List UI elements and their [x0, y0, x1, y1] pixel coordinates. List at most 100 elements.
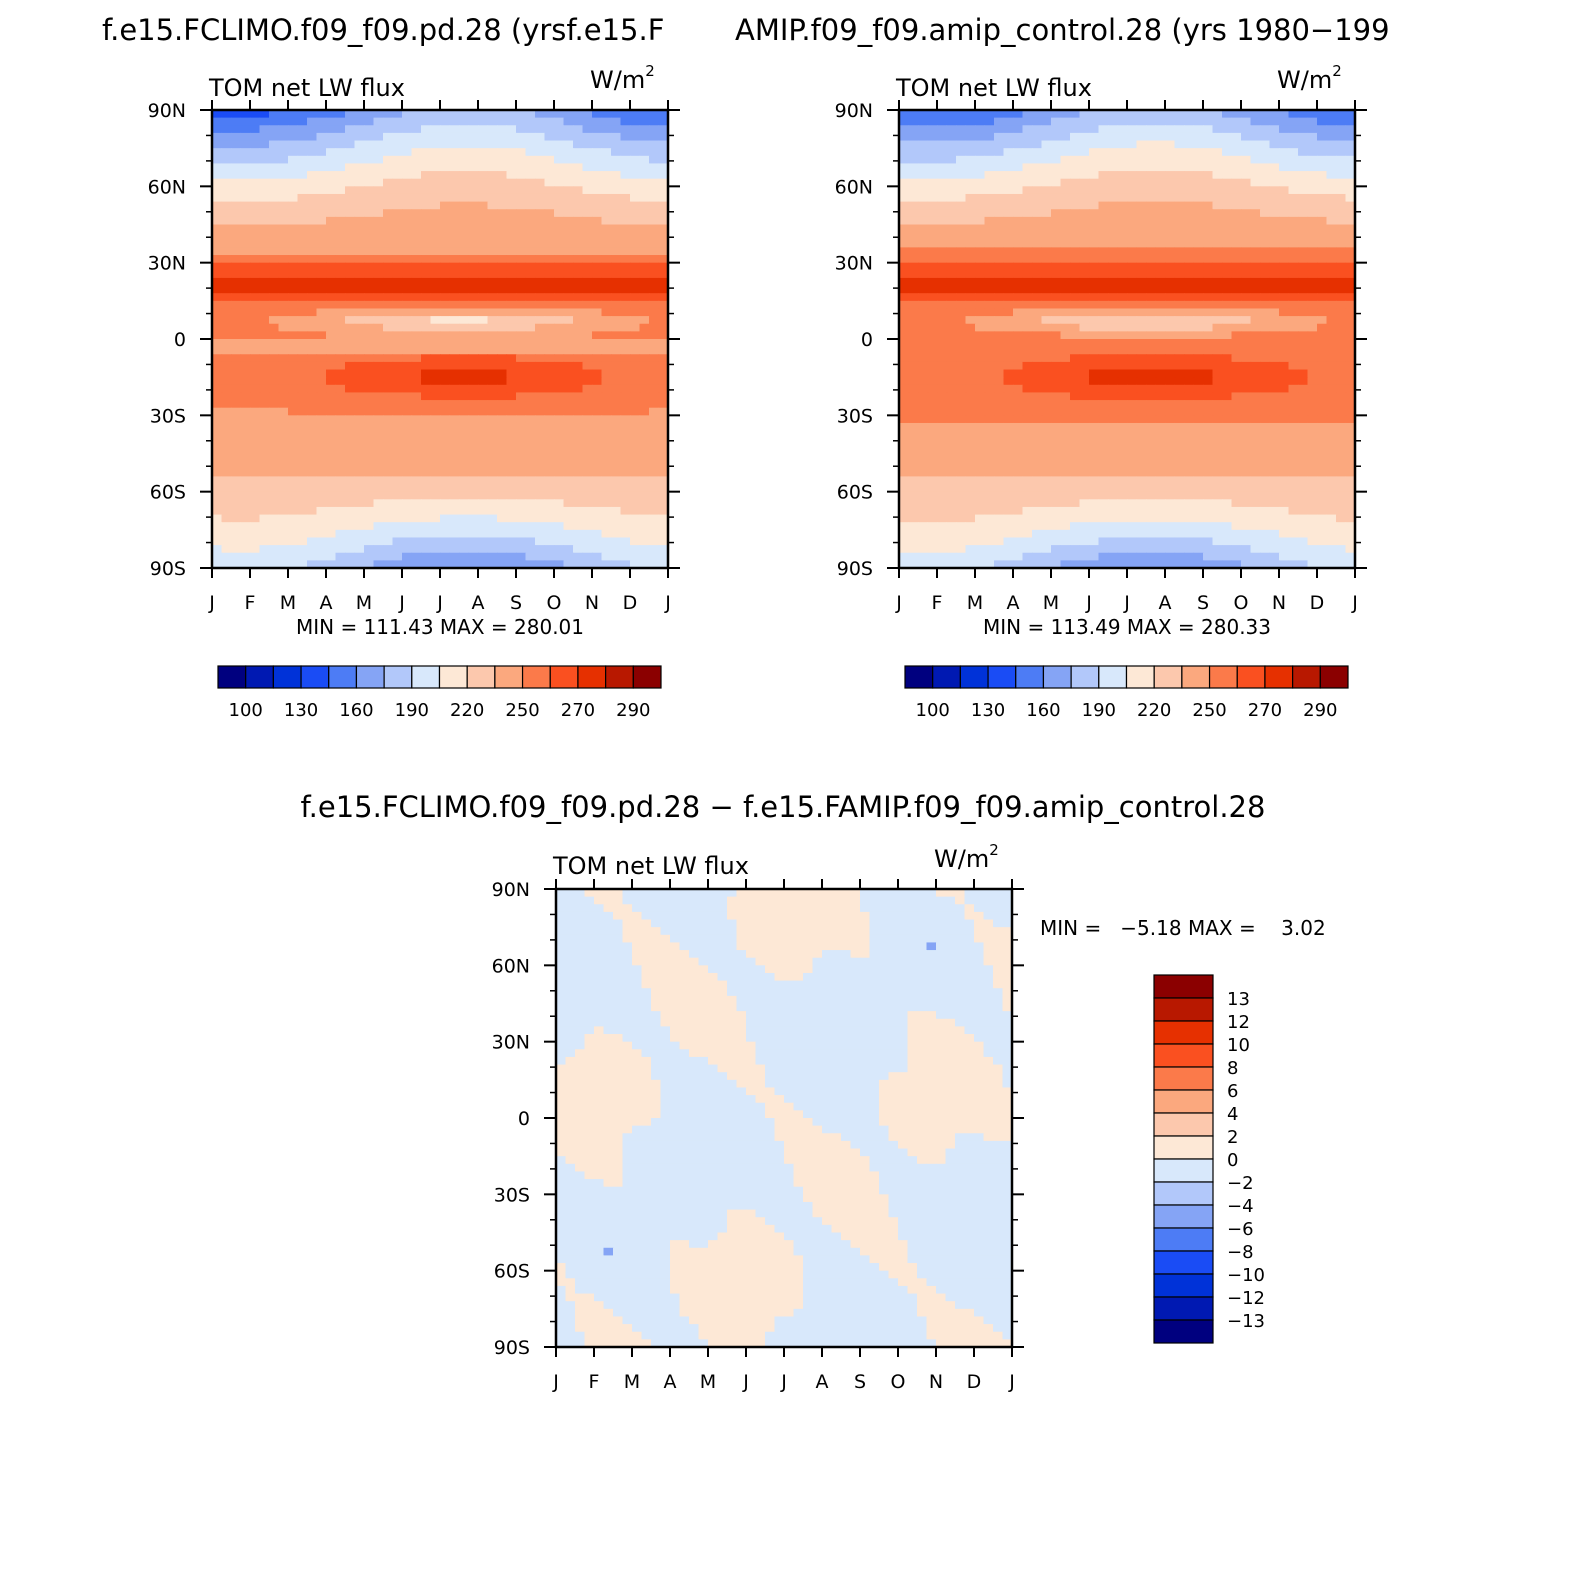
contour-cell: [240, 422, 251, 432]
contour-cell: [582, 308, 593, 317]
contour-cell: [649, 560, 660, 569]
contour-cell: [563, 522, 574, 531]
contour-cell: [307, 422, 318, 432]
contour-cell: [1212, 209, 1223, 218]
contour-cell: [918, 125, 929, 134]
contour-cell: [478, 377, 489, 386]
contour-cell: [649, 171, 660, 180]
contour-cell: [373, 262, 384, 271]
contour-cell: [1260, 354, 1271, 363]
contour-cell: [1250, 110, 1261, 119]
contour-cell: [1269, 239, 1280, 248]
contour-cell: [1127, 331, 1138, 340]
contour-cell: [1060, 239, 1071, 248]
contour-cell: [269, 255, 280, 264]
contour-cell: [221, 384, 232, 394]
contour-cell: [288, 239, 299, 248]
contour-cell: [582, 232, 593, 241]
contour-cell: [544, 415, 555, 424]
contour-cell: [278, 361, 289, 371]
contour-cell: [1298, 163, 1309, 172]
contour-cell: [516, 522, 527, 531]
contour-cell: [297, 445, 308, 455]
contour-cell: [449, 514, 460, 523]
contour-cell: [1298, 232, 1309, 241]
contour-cell: [1184, 323, 1195, 332]
contour-cell: [231, 163, 242, 172]
contour-cell: [1250, 178, 1261, 187]
contour-cell: [573, 186, 584, 195]
contour-cell: [1307, 285, 1318, 294]
contour-cell: [1098, 369, 1109, 378]
contour-cell: [1089, 216, 1100, 226]
contour-cell: [535, 445, 546, 455]
contour-cell: [927, 400, 938, 409]
variable-label: TOM net LW flux: [208, 74, 405, 102]
contour-cell: [1279, 270, 1290, 279]
contour-cell: [1203, 247, 1214, 256]
contour-cell: [269, 445, 280, 455]
contour-cell: [1127, 316, 1138, 325]
contour-cell: [554, 537, 565, 546]
contour-cell: [1041, 277, 1052, 287]
contour-cell: [563, 186, 574, 195]
contour-cell: [1032, 216, 1043, 226]
contour-cell: [1231, 224, 1242, 233]
contour-cell: [1241, 316, 1252, 325]
contour-cell: [994, 277, 1005, 287]
contour-cell: [307, 125, 318, 134]
contour-cell: [535, 293, 546, 302]
contour-cell: [240, 491, 251, 500]
contour-cell: [497, 285, 508, 294]
contour-cell: [449, 316, 460, 325]
contour-cell: [1212, 308, 1223, 317]
contour-cell: [1032, 255, 1043, 264]
contour-cell: [1003, 323, 1014, 332]
contour-cell: [592, 171, 603, 180]
contour-cell: [1269, 346, 1280, 355]
contour-cell: [1003, 339, 1014, 348]
contour-cell: [354, 377, 365, 386]
contour-cell: [1298, 339, 1309, 348]
contour-cell: [231, 132, 242, 142]
contour-cell: [440, 529, 451, 539]
contour-cell: [1345, 186, 1356, 195]
contour-cell: [630, 506, 641, 516]
contour-cell: [1136, 110, 1147, 119]
contour-cell: [1231, 140, 1242, 149]
contour-cell: [601, 201, 612, 210]
contour-cell: [1089, 148, 1100, 157]
contour-cell: [364, 422, 375, 432]
contour-cell: [1326, 209, 1337, 218]
contour-cell: [573, 537, 584, 546]
contour-cell: [1193, 110, 1204, 119]
contour-cell: [402, 354, 413, 363]
contour-cell: [1336, 331, 1347, 340]
contour-cell: [307, 468, 318, 477]
contour-cell: [402, 148, 413, 157]
contour-cell: [1345, 201, 1356, 210]
contour-cell: [1250, 377, 1261, 386]
contour-cell: [1051, 193, 1062, 203]
contour-cell: [937, 148, 948, 157]
contour-cell: [278, 277, 289, 287]
contour-cell: [449, 354, 460, 363]
contour-cell: [212, 293, 223, 302]
contour-cell: [535, 132, 546, 142]
contour-cell: [212, 277, 223, 287]
contour-cell: [1269, 285, 1280, 294]
contour-cell: [1174, 384, 1185, 394]
contour-cell: [1298, 361, 1309, 371]
contour-cell: [411, 232, 422, 241]
contour-cell: [1222, 316, 1233, 325]
contour-cell: [1326, 384, 1337, 394]
contour-cell: [221, 323, 232, 332]
contour-cell: [1174, 232, 1185, 241]
contour-cell: [373, 514, 384, 523]
contour-cell: [259, 323, 270, 332]
contour-cell: [582, 224, 593, 233]
contour-cell: [658, 125, 669, 134]
contour-cell: [468, 110, 479, 119]
contour-cell: [288, 316, 299, 325]
contour-cell: [392, 155, 403, 165]
